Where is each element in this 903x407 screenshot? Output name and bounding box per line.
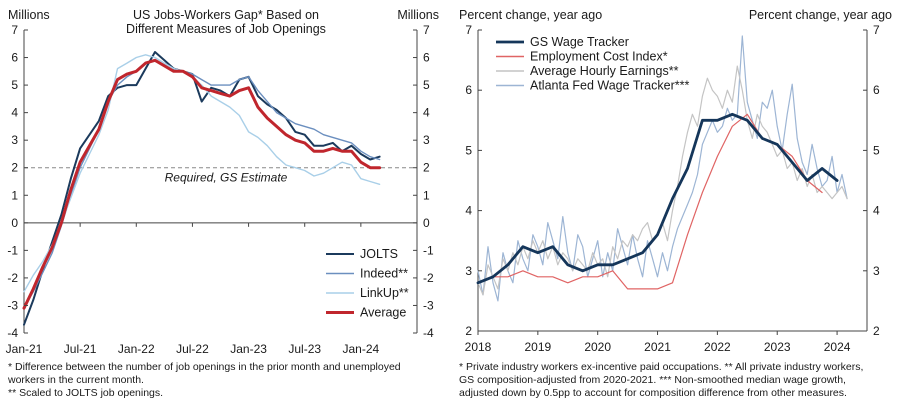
x-tick-label: 2018 [465, 340, 492, 354]
left-footnote-line-3: ** Scaled to JOLTS job openings. [8, 387, 163, 399]
legend-label: Employment Cost Index* [530, 50, 668, 64]
y-tick-label-left: 0 [11, 216, 18, 230]
x-tick-label: Jan-24 [343, 342, 380, 356]
series-line-gs-wage-tracker [476, 112, 839, 285]
legend-label: Indeed** [360, 267, 408, 281]
y-tick-label-right: 3 [423, 133, 430, 147]
y-tick-label-left: -4 [7, 326, 18, 340]
reference-line-label: Required, GS Estimate [165, 171, 288, 185]
y-tick-label-right: 7 [423, 23, 430, 37]
y-tick-label-left: -2 [7, 271, 18, 285]
y-tick-label-left: 2 [11, 161, 18, 175]
x-tick-label: Jan-23 [230, 342, 267, 356]
series-line-indeed [23, 59, 381, 309]
x-tick-label: Jul-22 [176, 342, 209, 356]
wage-growth-chart: Percent change, year ago Percent change,… [459, 8, 892, 354]
left-footnote-line-1: * Difference between the number of job o… [8, 361, 401, 373]
y-tick-label-left: 3 [11, 133, 18, 147]
y-tick-label-right: 1 [423, 188, 430, 202]
x-tick-label: 2021 [644, 340, 671, 354]
legend-label: Atlanta Fed Wage Tracker*** [530, 79, 689, 93]
left-chart-title-line-1: US Jobs-Workers Gap* Based on [133, 8, 319, 22]
y-tick-label-right: 4 [873, 204, 880, 218]
y-tick-label-right: -3 [423, 298, 434, 312]
x-tick-label: 2023 [764, 340, 791, 354]
y-tick-label-right: 2 [873, 324, 880, 338]
y-tick-label-left: 6 [11, 51, 18, 65]
y-tick-label-right: 5 [873, 143, 880, 157]
y-tick-label-right: 5 [423, 78, 430, 92]
left-y-axis-label-right: Millions [397, 8, 439, 22]
y-tick-label-left: 7 [465, 23, 472, 37]
right-footnote-line-3: adjusted down by 0.5pp to account for co… [459, 387, 847, 399]
left-chart-title-line-2: Different Measures of Job Openings [126, 22, 326, 36]
left-chart-legend: JOLTS Indeed** LinkUp** Average [326, 247, 409, 320]
x-tick-label: 2022 [704, 340, 731, 354]
y-tick-label-right: 3 [873, 264, 880, 278]
right-footnote-line-1: * Private industry workers ex-incentive … [459, 361, 863, 373]
y-tick-label-left: 6 [465, 83, 472, 97]
y-tick-label-right: 4 [423, 106, 430, 120]
y-tick-label-left: 4 [11, 106, 18, 120]
y-tick-label-right: 7 [873, 23, 880, 37]
y-tick-label-right: 2 [423, 161, 430, 175]
y-tick-label-right: -4 [423, 326, 434, 340]
right-footnote-line-2: GS composition-adjusted from 2020-2021. … [459, 374, 846, 386]
legend-label: Average [360, 306, 406, 320]
x-tick-label: Jan-21 [6, 342, 43, 356]
x-tick-label: Jan-22 [118, 342, 155, 356]
right-y-axis-label-right: Percent change, year ago [749, 8, 892, 22]
x-tick-label: 2019 [524, 340, 551, 354]
y-tick-label-left: 7 [11, 23, 18, 37]
y-tick-label-left: 3 [465, 264, 472, 278]
x-tick-label: 2020 [584, 340, 611, 354]
y-tick-label-left: 5 [11, 78, 18, 92]
y-tick-label-right: 0 [423, 216, 430, 230]
y-tick-label-left: 1 [11, 188, 18, 202]
legend-label: JOLTS [360, 247, 398, 261]
y-tick-label-left: 4 [465, 204, 472, 218]
legend-label: LinkUp** [360, 286, 409, 300]
x-tick-label: 2024 [824, 340, 851, 354]
y-tick-label-left: 5 [465, 143, 472, 157]
right-y-axis-label-left: Percent change, year ago [459, 8, 602, 22]
series-line-average-hourly-earnings [477, 65, 848, 296]
x-tick-label: Jul-21 [64, 342, 97, 356]
left-y-axis-label-left: Millions [8, 8, 50, 22]
y-tick-label-left: -3 [7, 298, 18, 312]
y-tick-label-right: -2 [423, 271, 434, 285]
right-footnotes: * Private industry workers ex-incentive … [459, 361, 863, 399]
series-line-linkup [23, 54, 381, 293]
series-line-average [22, 58, 382, 310]
left-footnote-line-2: workers in the current month. [7, 374, 144, 386]
series-line-jolts [23, 51, 381, 326]
x-tick-label: Jul-23 [288, 342, 321, 356]
left-footnotes: * Difference between the number of job o… [7, 361, 401, 399]
y-tick-label-left: 2 [465, 324, 472, 338]
y-tick-label-left: -1 [7, 243, 18, 257]
legend-label: GS Wage Tracker [530, 35, 629, 49]
y-tick-label-right: 6 [423, 51, 430, 65]
legend-label: Average Hourly Earnings** [530, 64, 679, 78]
y-tick-label-right: 6 [873, 83, 880, 97]
y-tick-label-right: -1 [423, 243, 434, 257]
jobs-workers-gap-chart: Millions Millions US Jobs-Workers Gap* B… [6, 8, 439, 356]
